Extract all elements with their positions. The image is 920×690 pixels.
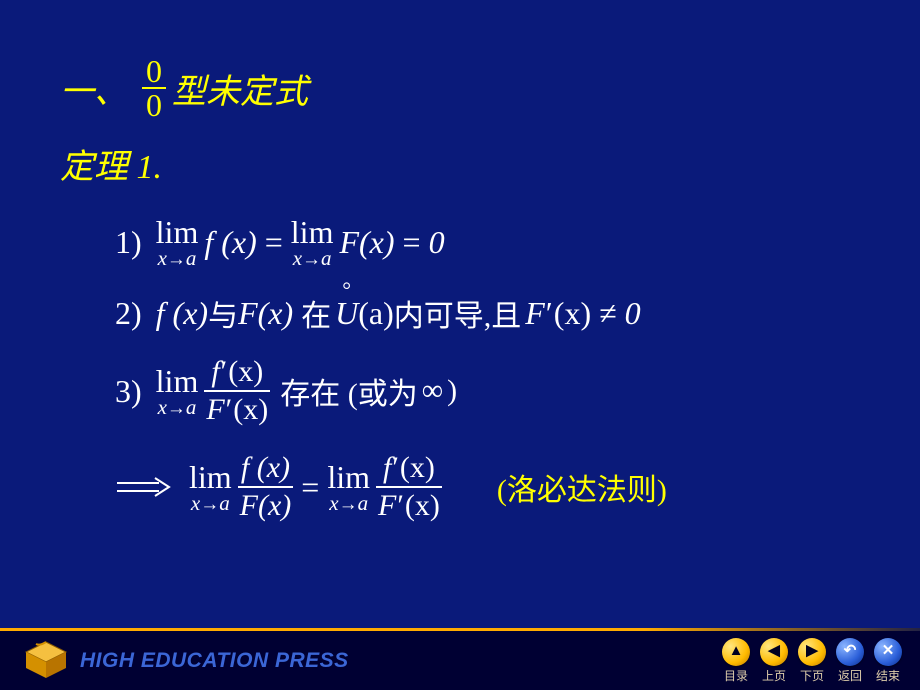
footer: HIGH EDUCATION PRESS ▲ 目录 ◀ 上页 ▶ 下页 ↶ 返回… <box>0 628 920 690</box>
nav-close-button[interactable]: ✕ 结束 <box>874 638 902 684</box>
triangle-left-icon: ◀ <box>768 644 780 659</box>
deleted-nbhd: U <box>335 295 358 332</box>
nav-menu-button[interactable]: ▲ 目录 <box>722 638 750 684</box>
condition-1: 1) lim x→a f (x) = lim x→a F(x) = 0 <box>115 216 860 269</box>
fprime-over-Fprime: f′(x) F′(x) <box>204 357 270 425</box>
heading-suffix: 型未定式 <box>172 64 308 113</box>
section-heading: 一、 0 0 型未定式 <box>60 55 860 121</box>
theorem-label: 定理 1. <box>60 139 860 188</box>
triangle-right-icon: ▶ <box>806 644 818 659</box>
limit-symbol: lim x→a <box>189 461 232 514</box>
publisher: HIGH EDUCATION PRESS <box>22 640 349 682</box>
condition-2: 2) f (x) 与 F(x) 在 U (a) 内可导, 且 F′(x) ≠ 0 <box>115 291 860 335</box>
implies-arrow-icon <box>115 476 171 498</box>
theorem-body: 1) lim x→a f (x) = lim x→a F(x) = 0 2) f… <box>60 216 860 521</box>
limit-symbol: lim x→a <box>156 216 199 269</box>
lhopital-label: (洛必达法则) <box>497 465 667 509</box>
back-arrow-icon: ↶ <box>844 644 857 659</box>
fprime-over-Fprime: f′(x) F′(x) <box>376 453 442 521</box>
f-over-F: f (x) F(x) <box>238 453 294 521</box>
limit-symbol: lim x→a <box>327 461 370 514</box>
limit-symbol: lim x→a <box>156 365 199 418</box>
press-name: HIGH EDUCATION PRESS <box>80 649 349 673</box>
press-logo-icon <box>22 640 70 682</box>
triangle-up-icon: ▲ <box>729 644 744 659</box>
nav-back-button[interactable]: ↶ 返回 <box>836 638 864 684</box>
zero-over-zero: 0 0 <box>142 55 166 121</box>
nav-next-button[interactable]: ▶ 下页 <box>798 638 826 684</box>
nav-prev-button[interactable]: ◀ 上页 <box>760 638 788 684</box>
condition-3: 3) lim x→a f′(x) F′(x) 存在 (或为 ∞ ) <box>115 357 860 425</box>
limit-symbol: lim x→a <box>291 216 334 269</box>
close-icon: ✕ <box>882 644 895 659</box>
conclusion: lim x→a f (x) F(x) = lim x→a f′(x) F′(x)… <box>115 453 860 521</box>
nav-buttons: ▲ 目录 ◀ 上页 ▶ 下页 ↶ 返回 ✕ 结束 <box>722 638 902 684</box>
heading-prefix: 一、 <box>60 64 128 113</box>
